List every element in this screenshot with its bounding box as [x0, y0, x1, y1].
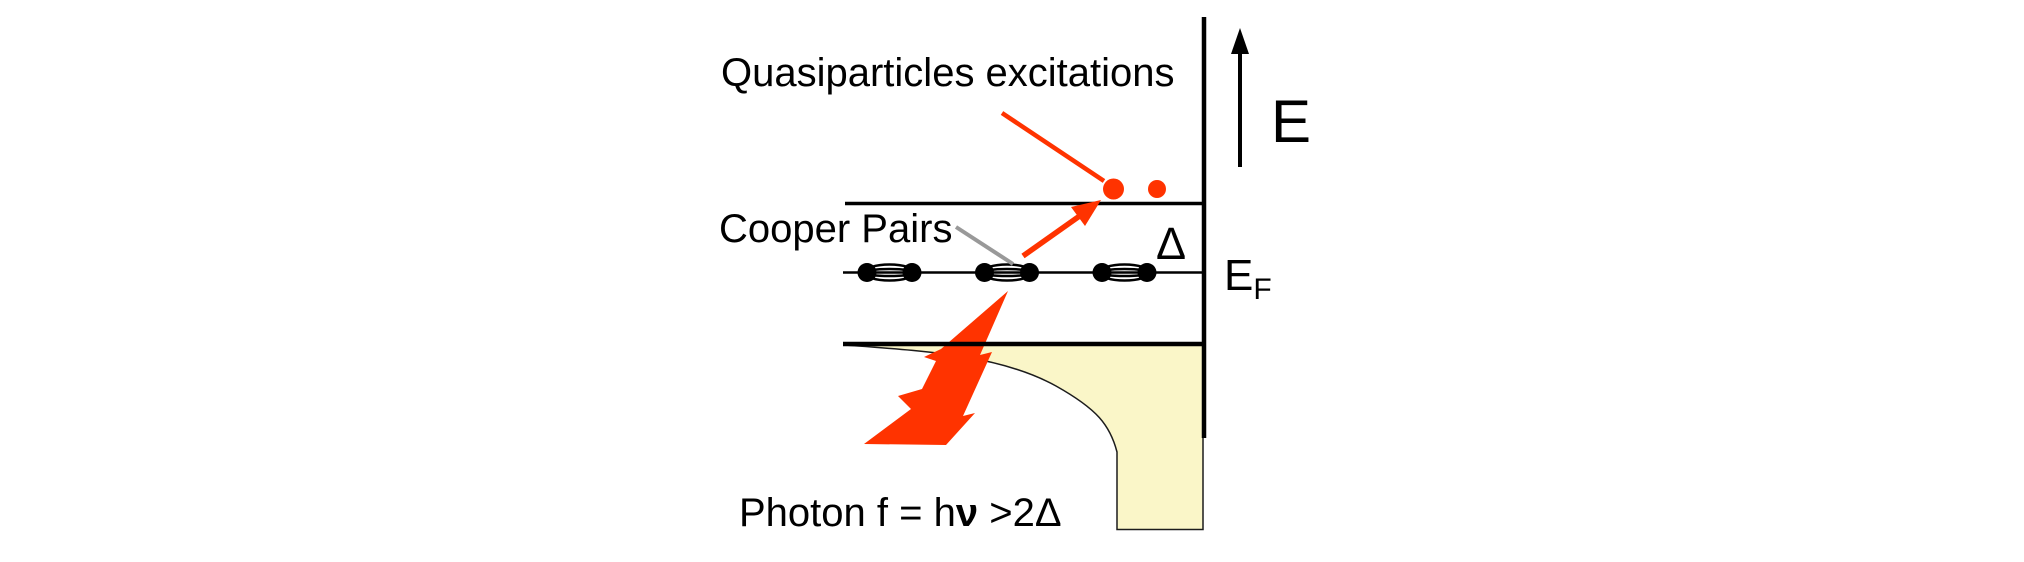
cooper-pairs-label: Cooper Pairs	[719, 207, 953, 251]
energy-arrow-head-icon	[1231, 28, 1249, 54]
gap-delta-label: Δ	[1156, 218, 1187, 269]
photon-formula-prefix: Photon f = h	[739, 491, 956, 535]
photon-formula-label: Photon f = hν >2Δ	[739, 492, 1062, 534]
cooper-pairs-pointer-line	[954, 225, 1015, 266]
quasiparticle-dot	[1148, 180, 1166, 198]
electron-dot	[975, 263, 994, 282]
quasiparticles-excitations-label: Quasiparticles excitations	[721, 51, 1175, 95]
photon-nu-symbol: ν	[955, 491, 979, 535]
electron-dot	[902, 263, 922, 282]
cooper-pair	[975, 263, 1039, 282]
electron-dot	[1137, 263, 1157, 282]
quasiparticle-dot	[1103, 178, 1124, 200]
excitation-arrow-head-icon	[1071, 200, 1101, 226]
photon-formula-suffix: >2Δ	[978, 491, 1062, 535]
electron-dot	[1020, 263, 1039, 282]
excitation-arrow-shaft	[1021, 212, 1083, 259]
fermi-level-label: EF	[1224, 251, 1272, 305]
electron-dot	[1092, 263, 1112, 282]
cooper-pair	[1092, 263, 1157, 282]
photon-bolt-icon	[864, 291, 1008, 445]
electron-dot	[857, 263, 877, 282]
quasiparticles-pointer-line	[1000, 111, 1106, 183]
fermi-level-symbol: E	[1224, 251, 1254, 300]
filled-dos-region	[843, 344, 1204, 531]
cooper-pair	[857, 263, 922, 282]
fermi-level-subscript: F	[1253, 273, 1272, 306]
energy-axis-label: E	[1271, 88, 1312, 155]
